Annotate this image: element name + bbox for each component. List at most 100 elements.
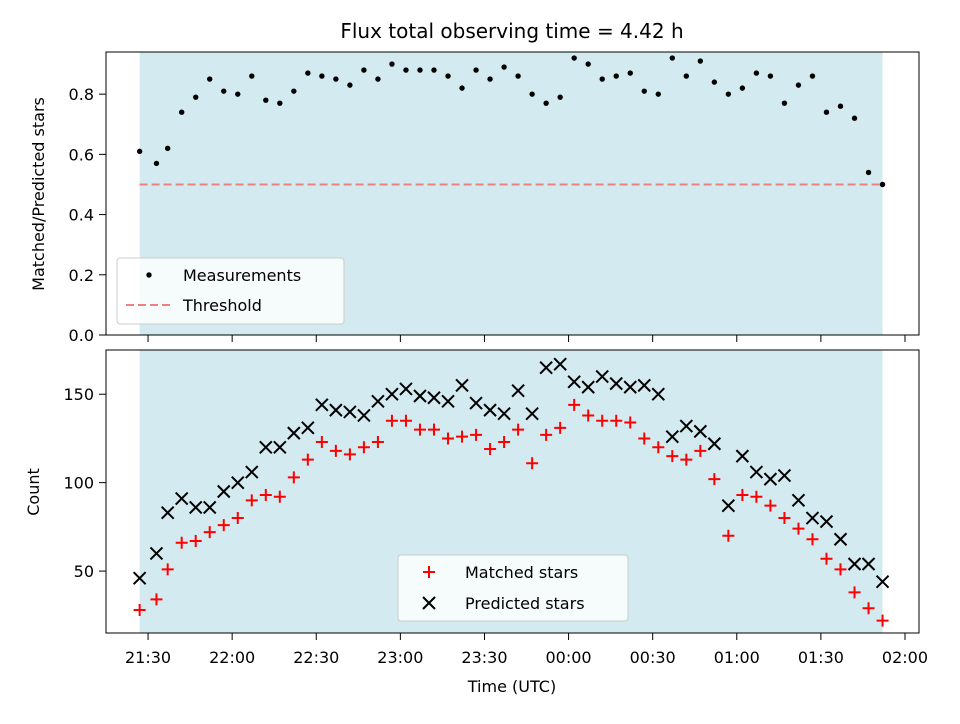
measurement-point (249, 73, 255, 79)
measurement-point (164, 145, 171, 152)
matched-star-point (245, 494, 258, 507)
measurement-point (136, 148, 143, 155)
matched-star-point (806, 533, 819, 546)
predicted-star-point (665, 429, 680, 444)
predicted-star-point (525, 406, 539, 421)
matched-star-point (722, 529, 735, 542)
predicted-star-point (553, 357, 567, 371)
predicted-star-point (511, 383, 525, 398)
predicted-star-point (833, 532, 848, 546)
top-y-axis-label: Matched/Predicted stars (29, 97, 48, 291)
predicted-star-point (679, 419, 694, 433)
predicted-star-point (301, 421, 315, 435)
predicted-star-point (413, 389, 427, 403)
predicted-star-point (231, 475, 245, 490)
matched-star-point (610, 414, 623, 427)
matched-star-point (652, 441, 665, 454)
predicted-star-point (203, 500, 217, 515)
matched-star-point (666, 450, 679, 463)
measurement-point (375, 76, 381, 82)
measurement-point (529, 91, 535, 97)
matched-star-point (442, 432, 455, 445)
predicted-star-point (132, 571, 147, 585)
matched-star-point (161, 563, 174, 576)
measurement-point (865, 169, 872, 176)
legend-matched-label: Matched stars (465, 563, 578, 582)
predicted-star-point (217, 484, 231, 499)
measurement-point (781, 100, 788, 106)
measurement-point (459, 85, 465, 91)
predicted-star-point (735, 449, 750, 463)
predicted-star-point (357, 408, 371, 423)
predicted-star-point (651, 387, 665, 401)
top-panel: 0.00.20.40.60.8 Matched/Predicted stars … (29, 51, 920, 345)
measurement-point (333, 76, 339, 82)
bottom-panel: 50 100 150 21:30 22:00 22:30 23:00 23:30 00:00 0… (24, 349, 928, 696)
measurement-point (263, 97, 269, 103)
chart-title: Flux total observing time = 4.42 h (340, 19, 683, 43)
predicted-star-point (189, 500, 203, 515)
measurement-point (879, 181, 886, 188)
measurement-point (319, 73, 325, 79)
matched-star-point (259, 489, 272, 502)
x-tick-label: 23:30 (461, 648, 507, 667)
measurement-point (753, 70, 760, 76)
measurement-point (739, 85, 746, 91)
matched-star-point (217, 519, 230, 532)
matched-star-point (526, 457, 539, 470)
top-legend-box (116, 257, 345, 325)
measurement-point (571, 55, 577, 61)
predicted-star-point (273, 440, 287, 454)
measurement-point (403, 67, 409, 73)
predicted-star-point (385, 387, 399, 401)
top-y-tick-label: 0.4 (69, 206, 94, 225)
matched-star-point (680, 453, 693, 466)
x-tick-label: 21:30 (125, 648, 171, 667)
predicted-star-point (329, 403, 343, 417)
matched-star-point (413, 423, 426, 436)
measurement-point (178, 109, 185, 115)
legend-matched-marker (423, 566, 435, 578)
matched-star-point (456, 430, 469, 443)
matched-star-point (778, 512, 791, 525)
x-tick-label: 23:00 (377, 648, 423, 667)
measurement-point (613, 73, 619, 79)
predicted-star-point (174, 491, 189, 506)
matched-star-point (273, 490, 286, 503)
bottom-legend: Matched stars Predicted stars (397, 554, 629, 622)
matched-star-point (764, 499, 777, 512)
legend-measurements-label: Measurements (183, 266, 301, 285)
matched-star-point (512, 423, 525, 436)
matched-star-point (175, 536, 188, 549)
x-axis-label: Time (UTC) (467, 677, 556, 696)
predicted-star-point (777, 468, 792, 483)
measurement-point (417, 67, 423, 73)
predicted-star-point (637, 378, 651, 393)
x-tick-label: 00:00 (546, 648, 592, 667)
top-y-tick-label: 0.6 (69, 145, 94, 164)
legend-threshold-label: Threshold (182, 296, 262, 315)
predicted-star-point (149, 546, 164, 561)
matched-star-point (343, 448, 356, 461)
measurement-point (809, 73, 816, 79)
predicted-star-point (819, 514, 834, 529)
predicted-star-point (721, 498, 736, 513)
measurement-point (697, 58, 704, 64)
measurement-point (515, 73, 521, 79)
bottom-y-tick-label: 50 (74, 562, 94, 581)
measurement-point (767, 73, 774, 79)
measurement-point (277, 100, 283, 106)
predicted-star-point (245, 465, 259, 479)
matched-star-point (736, 489, 749, 502)
top-legend: Measurements Threshold (116, 257, 345, 325)
bottom-legend-box (397, 554, 629, 622)
matched-star-point (301, 453, 314, 466)
matched-star-point (484, 443, 497, 456)
measurement-point (641, 88, 647, 94)
measurement-point (235, 91, 241, 97)
predicted-star-point (539, 360, 553, 375)
matched-star-point (876, 614, 889, 627)
matched-star-point (203, 526, 216, 539)
measurement-point (711, 79, 718, 85)
matched-star-point (834, 563, 847, 576)
